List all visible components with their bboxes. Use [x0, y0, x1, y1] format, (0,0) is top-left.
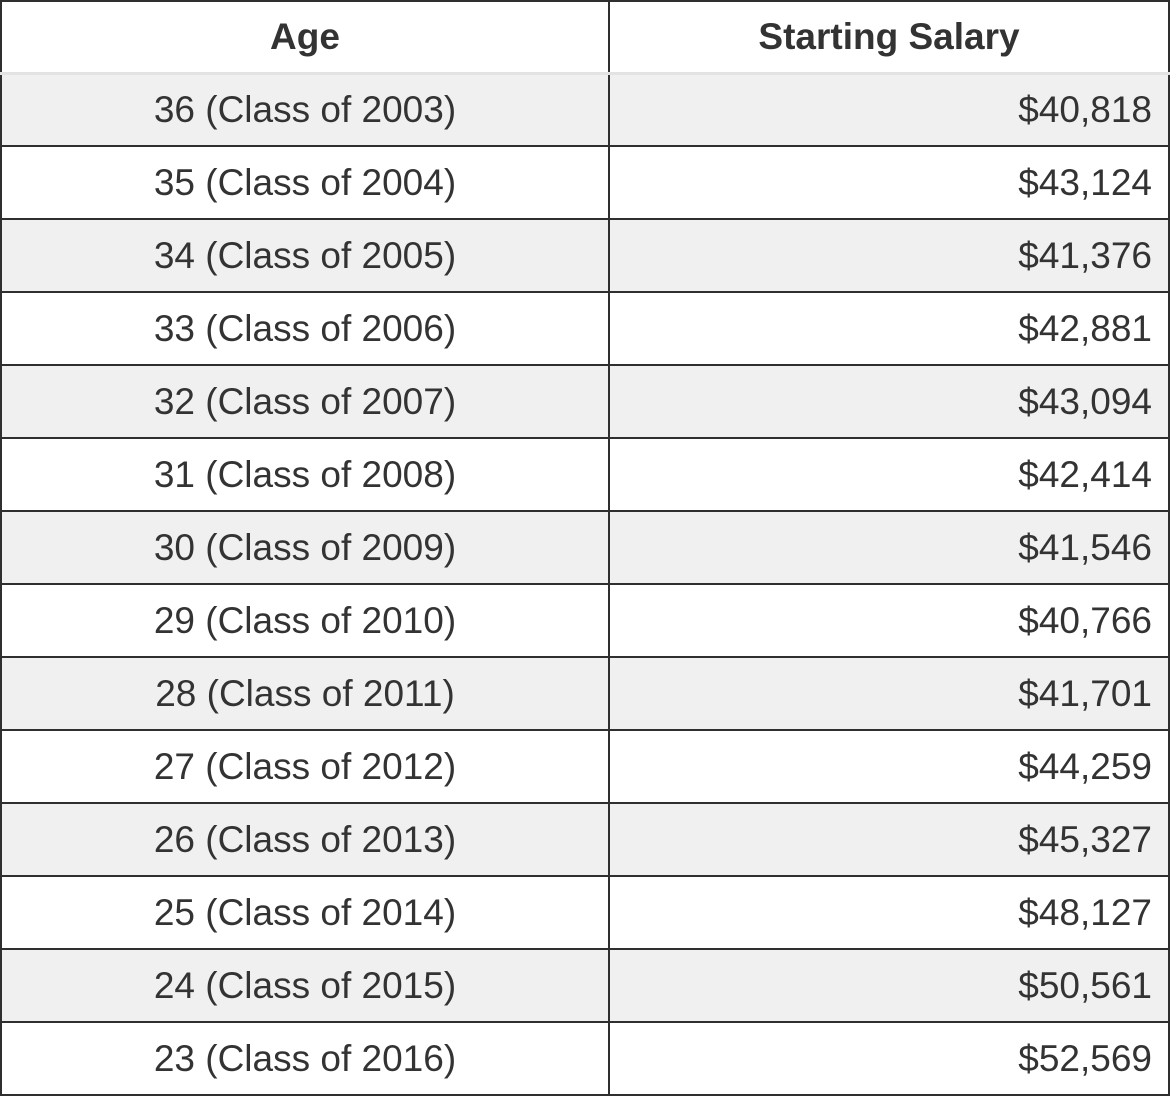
- salary-cell: $52,569: [608, 1021, 1170, 1096]
- age-cell: 24 (Class of 2015): [0, 948, 610, 1023]
- age-cell: 31 (Class of 2008): [0, 437, 610, 512]
- salary-cell: $40,766: [608, 583, 1170, 658]
- table-row: 23 (Class of 2016) $52,569: [0, 1021, 1170, 1096]
- age-cell: 33 (Class of 2006): [0, 291, 610, 366]
- table-row: 36 (Class of 2003) $40,818: [0, 72, 1170, 147]
- age-cell: 23 (Class of 2016): [0, 1021, 610, 1096]
- age-cell: 36 (Class of 2003): [0, 72, 610, 147]
- table-row: 28 (Class of 2011) $41,701: [0, 656, 1170, 731]
- age-column-header: Age: [0, 0, 610, 75]
- age-cell: 28 (Class of 2011): [0, 656, 610, 731]
- age-cell: 27 (Class of 2012): [0, 729, 610, 804]
- table-row: 35 (Class of 2004) $43,124: [0, 145, 1170, 220]
- age-cell: 32 (Class of 2007): [0, 364, 610, 439]
- table-row: 30 (Class of 2009) $41,546: [0, 510, 1170, 585]
- table-row: 33 (Class of 2006) $42,881: [0, 291, 1170, 366]
- salary-cell: $42,414: [608, 437, 1170, 512]
- salary-column-header: Starting Salary: [608, 0, 1170, 75]
- table-row: 34 (Class of 2005) $41,376: [0, 218, 1170, 293]
- salary-cell: $40,818: [608, 72, 1170, 147]
- age-cell: 35 (Class of 2004): [0, 145, 610, 220]
- table-row: 26 (Class of 2013) $45,327: [0, 802, 1170, 877]
- table-row: 29 (Class of 2010) $40,766: [0, 583, 1170, 658]
- table-row: 24 (Class of 2015) $50,561: [0, 948, 1170, 1023]
- table-row: 32 (Class of 2007) $43,094: [0, 364, 1170, 439]
- salary-cell: $43,094: [608, 364, 1170, 439]
- salary-cell: $41,701: [608, 656, 1170, 731]
- age-cell: 29 (Class of 2010): [0, 583, 610, 658]
- salary-cell: $42,881: [608, 291, 1170, 366]
- table-body: 36 (Class of 2003) $40,818 35 (Class of …: [0, 72, 1170, 1096]
- table-row: 31 (Class of 2008) $42,414: [0, 437, 1170, 512]
- table-row: 25 (Class of 2014) $48,127: [0, 875, 1170, 950]
- age-cell: 25 (Class of 2014): [0, 875, 610, 950]
- salary-cell: $43,124: [608, 145, 1170, 220]
- table-row: 27 (Class of 2012) $44,259: [0, 729, 1170, 804]
- salary-cell: $50,561: [608, 948, 1170, 1023]
- salary-cell: $44,259: [608, 729, 1170, 804]
- age-cell: 26 (Class of 2013): [0, 802, 610, 877]
- age-cell: 30 (Class of 2009): [0, 510, 610, 585]
- salary-cell: $41,546: [608, 510, 1170, 585]
- salary-cell: $45,327: [608, 802, 1170, 877]
- age-cell: 34 (Class of 2005): [0, 218, 610, 293]
- salary-cell: $48,127: [608, 875, 1170, 950]
- salary-cell: $41,376: [608, 218, 1170, 293]
- table-header: Age Starting Salary: [0, 0, 1170, 75]
- header-row: Age Starting Salary: [0, 0, 1170, 75]
